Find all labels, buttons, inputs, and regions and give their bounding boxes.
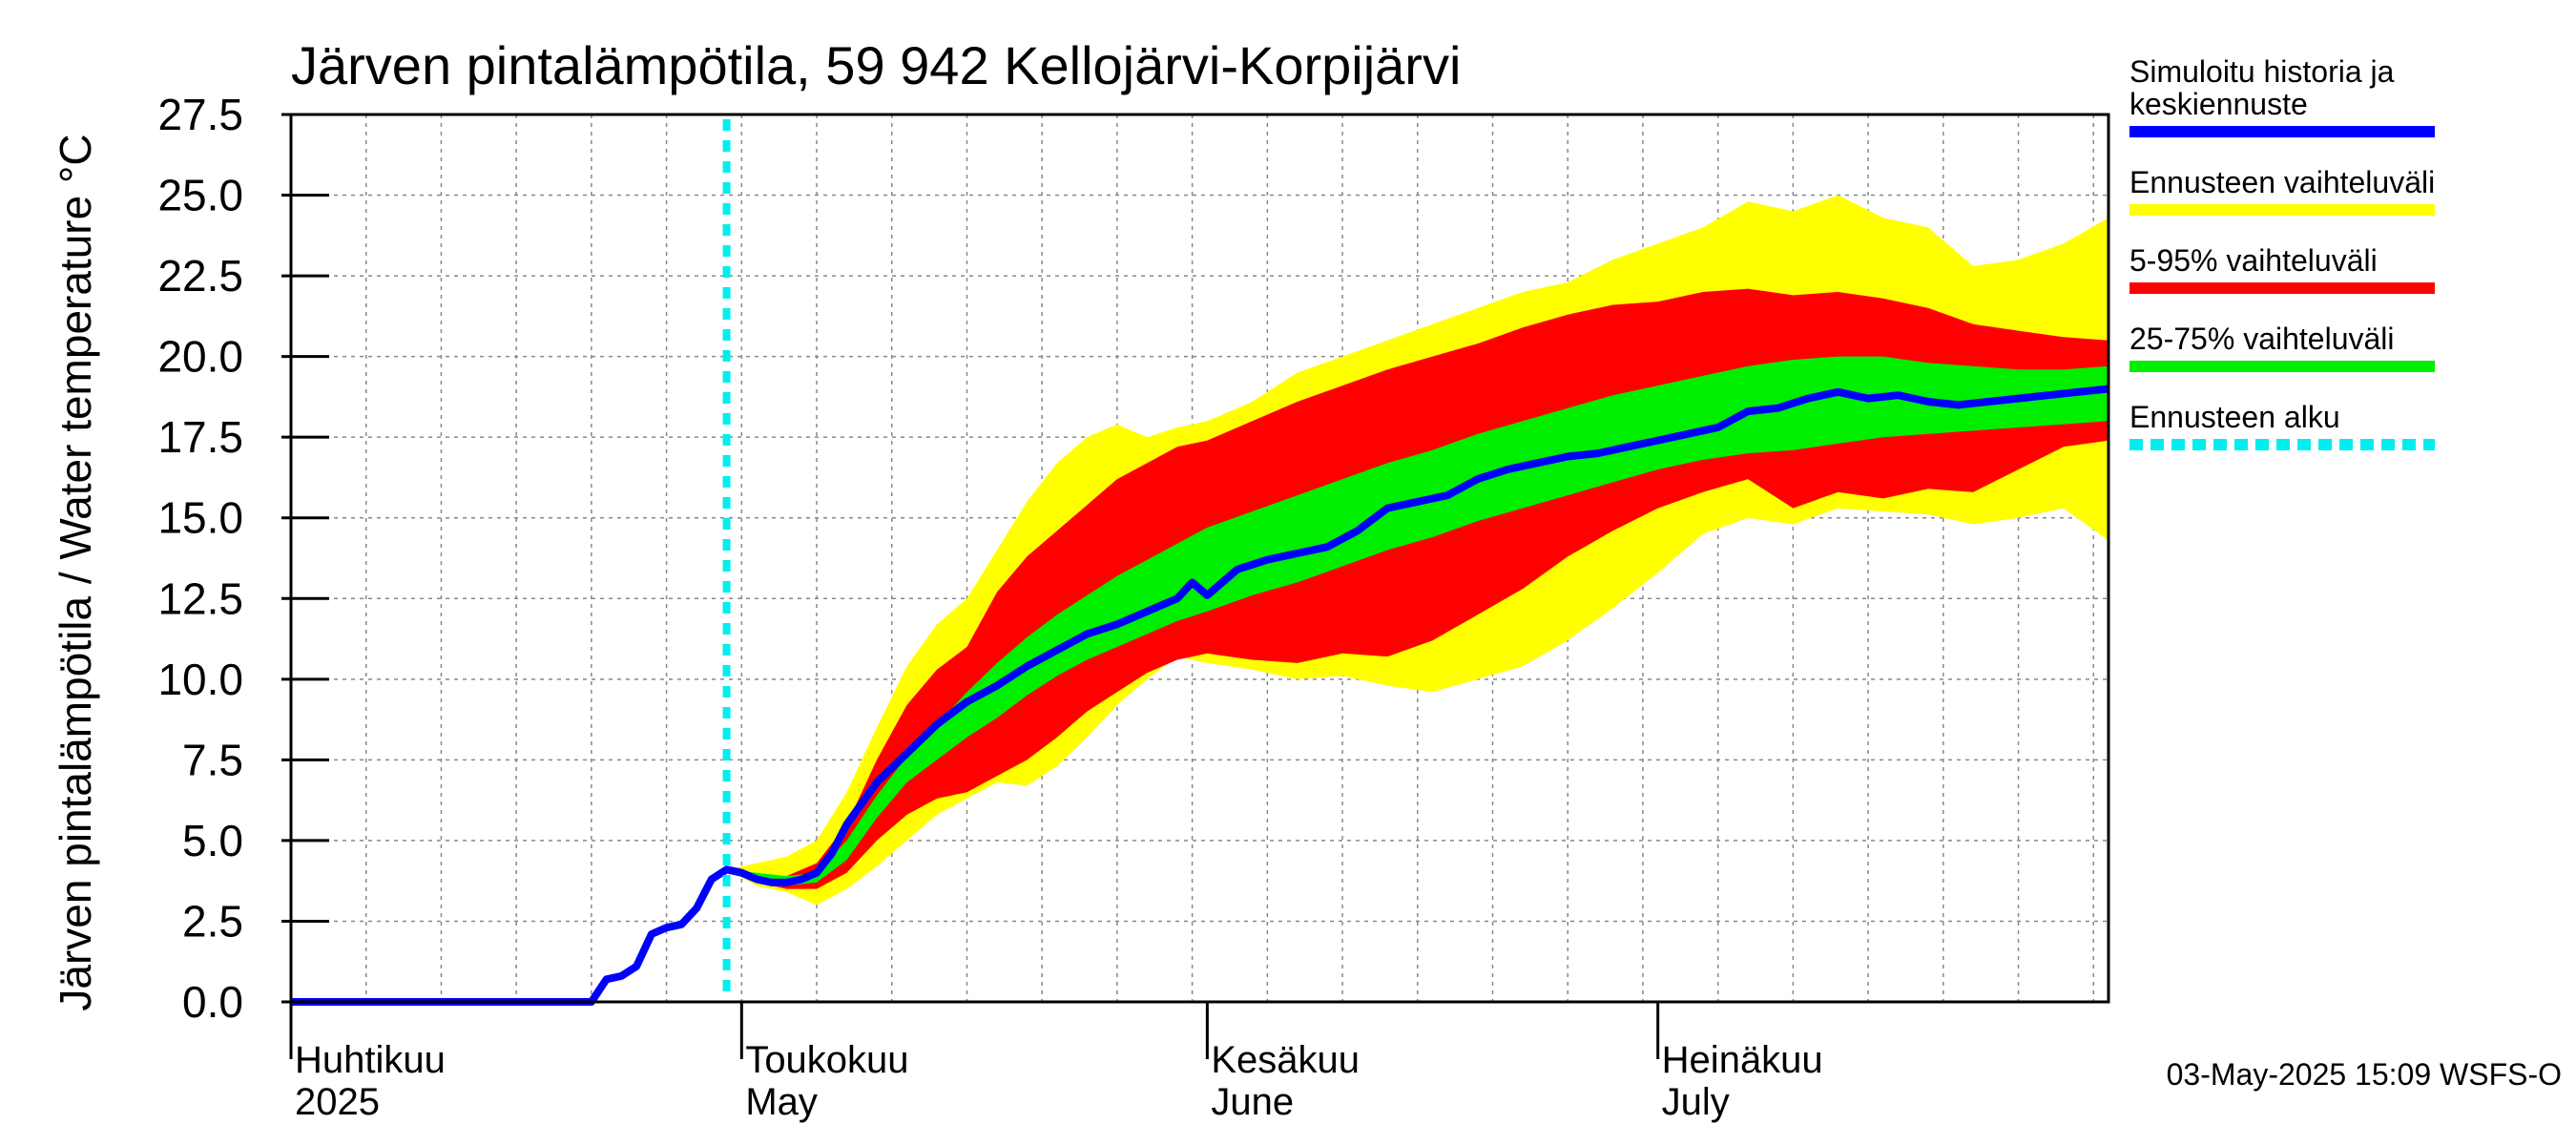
y-tick-label: 15.0	[157, 493, 243, 543]
legend-label: Ennusteen alku	[2129, 400, 2340, 434]
plot-frame	[289, 113, 2110, 1004]
band-25-75-vaihteluv-li	[726, 356, 2109, 886]
month-label-fi: Heinäkuu	[1662, 1039, 1823, 1081]
mean-forecast-line	[291, 385, 2109, 1006]
y-tick-label: 20.0	[157, 332, 243, 382]
month-label-en: July	[1662, 1081, 1730, 1123]
y-tick-label: 12.5	[157, 573, 243, 623]
y-tick-label: 2.5	[182, 896, 243, 946]
timestamp-footer: 03-May-2025 15:09 WSFS-O	[2167, 1057, 2562, 1092]
month-label-en: May	[745, 1081, 818, 1123]
chart-title: Järven pintalämpötila, 59 942 Kellojärvi…	[291, 35, 1461, 95]
y-tick-label: 5.0	[182, 816, 243, 865]
y-tick-label: 25.0	[157, 171, 243, 220]
month-label-fi: Huhtikuu	[295, 1039, 446, 1081]
month-label-en: June	[1211, 1081, 1294, 1123]
month-label-fi: Toukokuu	[745, 1039, 908, 1081]
y-tick-label: 0.0	[182, 977, 243, 1027]
y-axis-label: Järven pintalämpötila / Water temperatur…	[51, 134, 100, 1010]
legend-label: 5-95% vaihteluväli	[2129, 243, 2378, 278]
y-tick-label: 17.5	[157, 412, 243, 462]
bands	[726, 195, 2109, 906]
legend-label: keskiennuste	[2129, 87, 2308, 121]
legend-label: Ennusteen vaihteluväli	[2129, 165, 2435, 199]
y-tick-label: 27.5	[157, 90, 243, 139]
series-lines	[291, 119, 2109, 1006]
y-tick-label: 7.5	[182, 735, 243, 784]
y-tick-label: 10.0	[157, 655, 243, 704]
month-label-en: 2025	[295, 1081, 380, 1123]
month-label-fi: Kesäkuu	[1211, 1039, 1360, 1081]
legend-label: 25-75% vaihteluväli	[2129, 322, 2395, 356]
axes: 0.0 2.5 5.0 7.5 10.0 12.5 15.0 17.5 20.0 22.5 25.0…	[157, 90, 2110, 1123]
y-tick-label: 22.5	[157, 251, 243, 301]
legend-label: Simuloitu historia ja	[2129, 54, 2395, 89]
